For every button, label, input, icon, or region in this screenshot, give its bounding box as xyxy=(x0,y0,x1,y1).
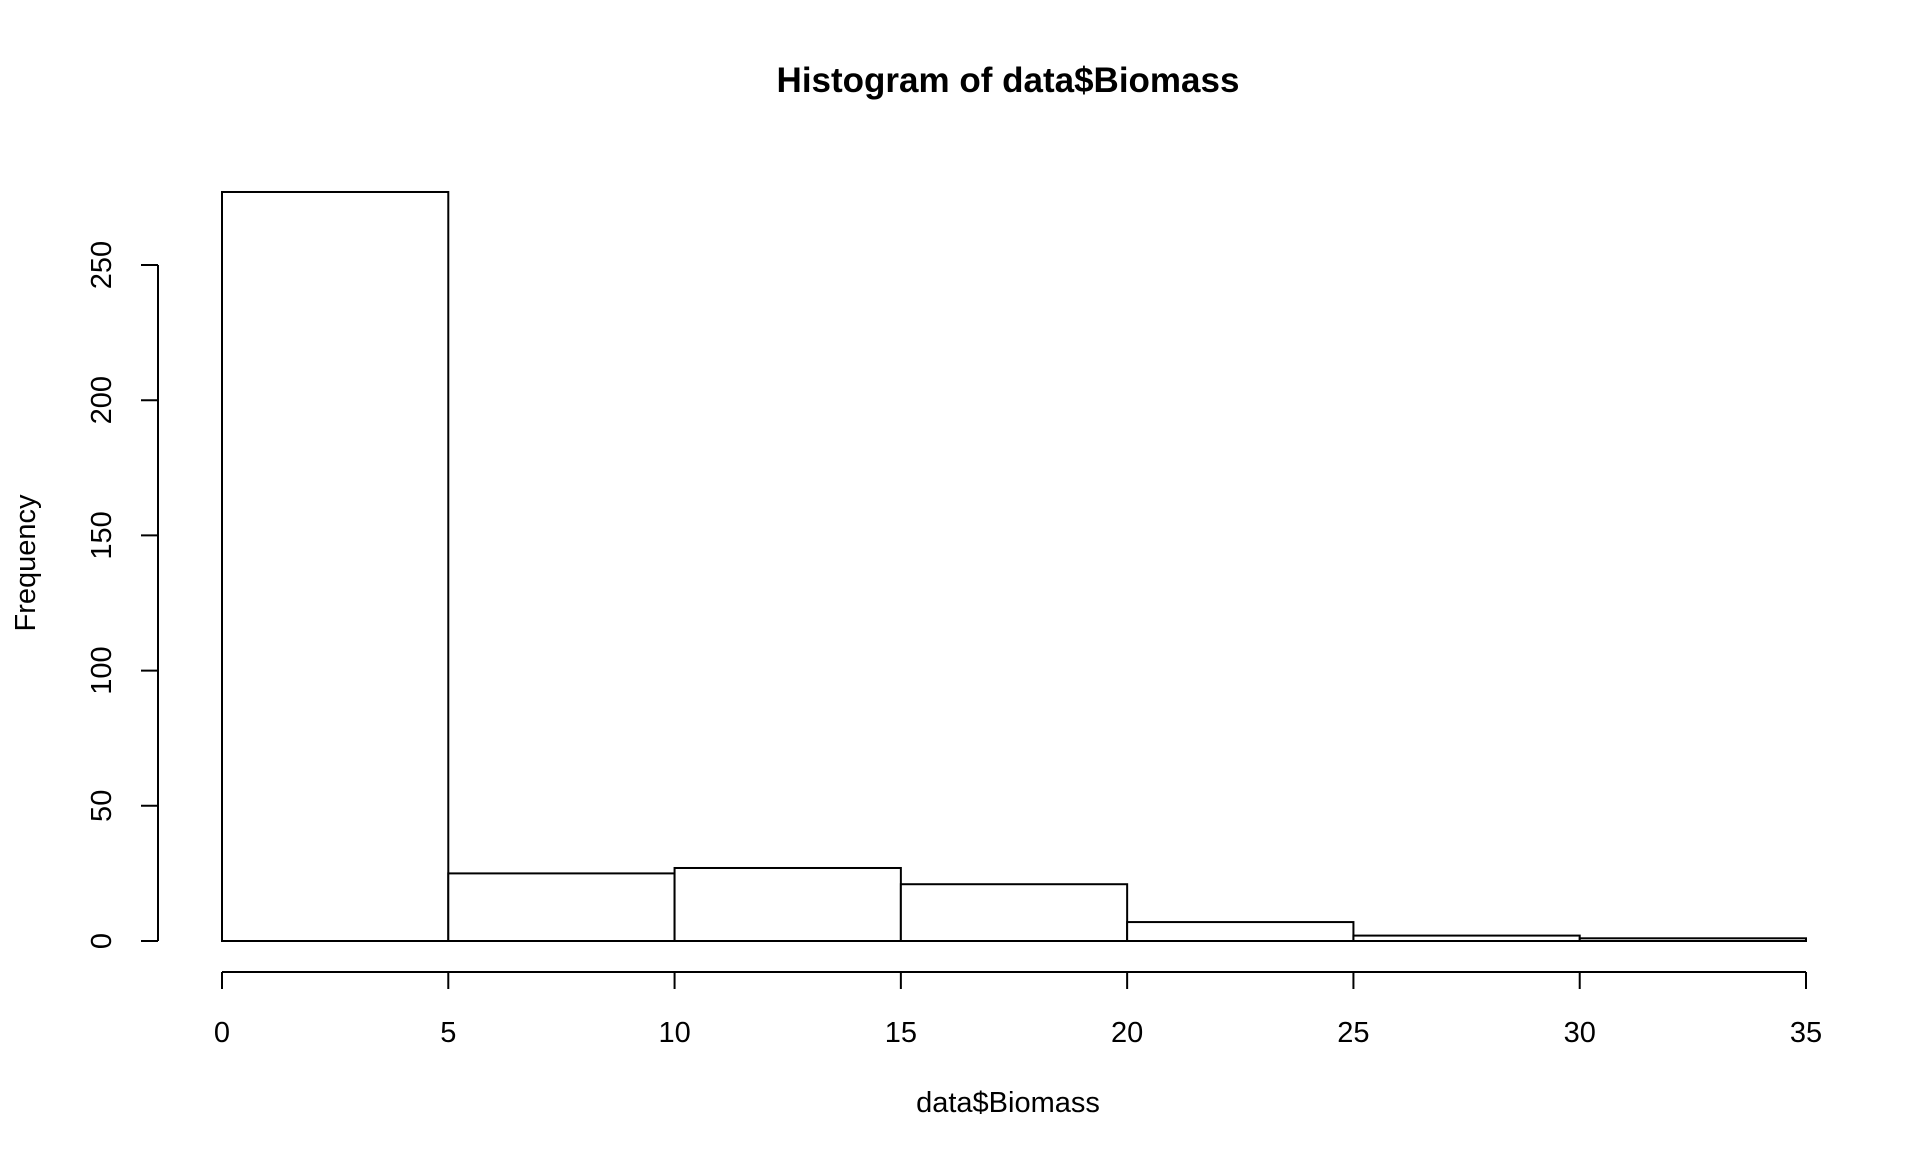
y-tick-label-3: 150 xyxy=(86,511,118,559)
histogram-bar-4 xyxy=(1126,921,1355,943)
x-tick-label-0: 0 xyxy=(214,1017,230,1049)
histogram-bar-3 xyxy=(899,883,1129,942)
y-tick-label-0: 0 xyxy=(86,933,118,949)
x-tick-label-2: 10 xyxy=(658,1017,690,1049)
histogram-bar-6 xyxy=(1578,937,1807,942)
y-tick-label-5: 250 xyxy=(86,241,118,289)
y-tick-label-4: 200 xyxy=(86,376,118,424)
bars-group xyxy=(221,190,1807,943)
y-tick-label-1: 50 xyxy=(86,790,118,822)
histogram-bar-5 xyxy=(1352,934,1581,943)
histogram-bar-1 xyxy=(447,872,676,943)
y-tick-label-2: 100 xyxy=(86,646,118,694)
histogram-bar-2 xyxy=(673,866,902,942)
chart-title: Histogram of data$Biomass xyxy=(777,61,1240,100)
x-tick-label-4: 20 xyxy=(1111,1017,1143,1049)
x-tick-label-7: 35 xyxy=(1790,1017,1822,1049)
x-tick-label-3: 15 xyxy=(885,1017,917,1049)
x-tick-label-1: 5 xyxy=(440,1017,456,1049)
y-axis-label: Frequency xyxy=(10,494,42,632)
x-tick-label-6: 30 xyxy=(1564,1017,1596,1049)
y-axis: 0 50 100 150 200 250 xyxy=(86,241,159,949)
histogram-bar-0 xyxy=(221,190,450,943)
x-tick-label-5: 25 xyxy=(1337,1017,1369,1049)
x-axis-label: data$Biomass xyxy=(916,1087,1100,1119)
x-axis: 0 5 10 15 20 25 30 35 xyxy=(214,971,1822,1049)
